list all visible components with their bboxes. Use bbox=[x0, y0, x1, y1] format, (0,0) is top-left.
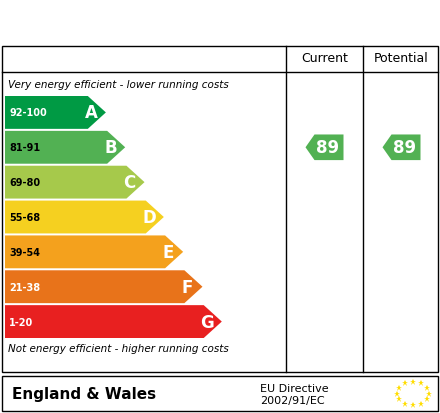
Text: 89: 89 bbox=[393, 139, 416, 157]
Text: Current: Current bbox=[301, 52, 348, 65]
Polygon shape bbox=[5, 305, 222, 338]
Text: 55-68: 55-68 bbox=[9, 212, 40, 223]
Text: D: D bbox=[142, 209, 156, 226]
Text: Energy Efficiency Rating: Energy Efficiency Rating bbox=[12, 13, 300, 33]
Polygon shape bbox=[5, 131, 125, 164]
Text: England & Wales: England & Wales bbox=[12, 386, 156, 401]
Text: G: G bbox=[200, 313, 214, 331]
Text: 92-100: 92-100 bbox=[9, 108, 47, 118]
Polygon shape bbox=[5, 236, 183, 268]
Polygon shape bbox=[5, 166, 144, 199]
Text: C: C bbox=[124, 174, 136, 192]
Text: E: E bbox=[163, 243, 174, 261]
Polygon shape bbox=[5, 201, 164, 234]
Text: B: B bbox=[104, 139, 117, 157]
Text: A: A bbox=[84, 104, 98, 122]
Text: 1-20: 1-20 bbox=[9, 317, 33, 327]
Polygon shape bbox=[5, 271, 202, 304]
Text: 39-54: 39-54 bbox=[9, 247, 40, 257]
Text: 69-80: 69-80 bbox=[9, 178, 40, 188]
Text: 89: 89 bbox=[316, 139, 339, 157]
Polygon shape bbox=[5, 97, 106, 130]
Text: EU Directive: EU Directive bbox=[260, 384, 329, 394]
Text: Potential: Potential bbox=[374, 52, 429, 65]
Polygon shape bbox=[305, 135, 344, 161]
Text: F: F bbox=[182, 278, 193, 296]
Polygon shape bbox=[382, 135, 421, 161]
Text: Very energy efficient - lower running costs: Very energy efficient - lower running co… bbox=[8, 80, 229, 90]
Text: 81-91: 81-91 bbox=[9, 143, 40, 153]
Text: 21-38: 21-38 bbox=[9, 282, 40, 292]
Text: 2002/91/EC: 2002/91/EC bbox=[260, 396, 325, 406]
Bar bbox=[2, 376, 438, 411]
Text: Not energy efficient - higher running costs: Not energy efficient - higher running co… bbox=[8, 343, 229, 353]
